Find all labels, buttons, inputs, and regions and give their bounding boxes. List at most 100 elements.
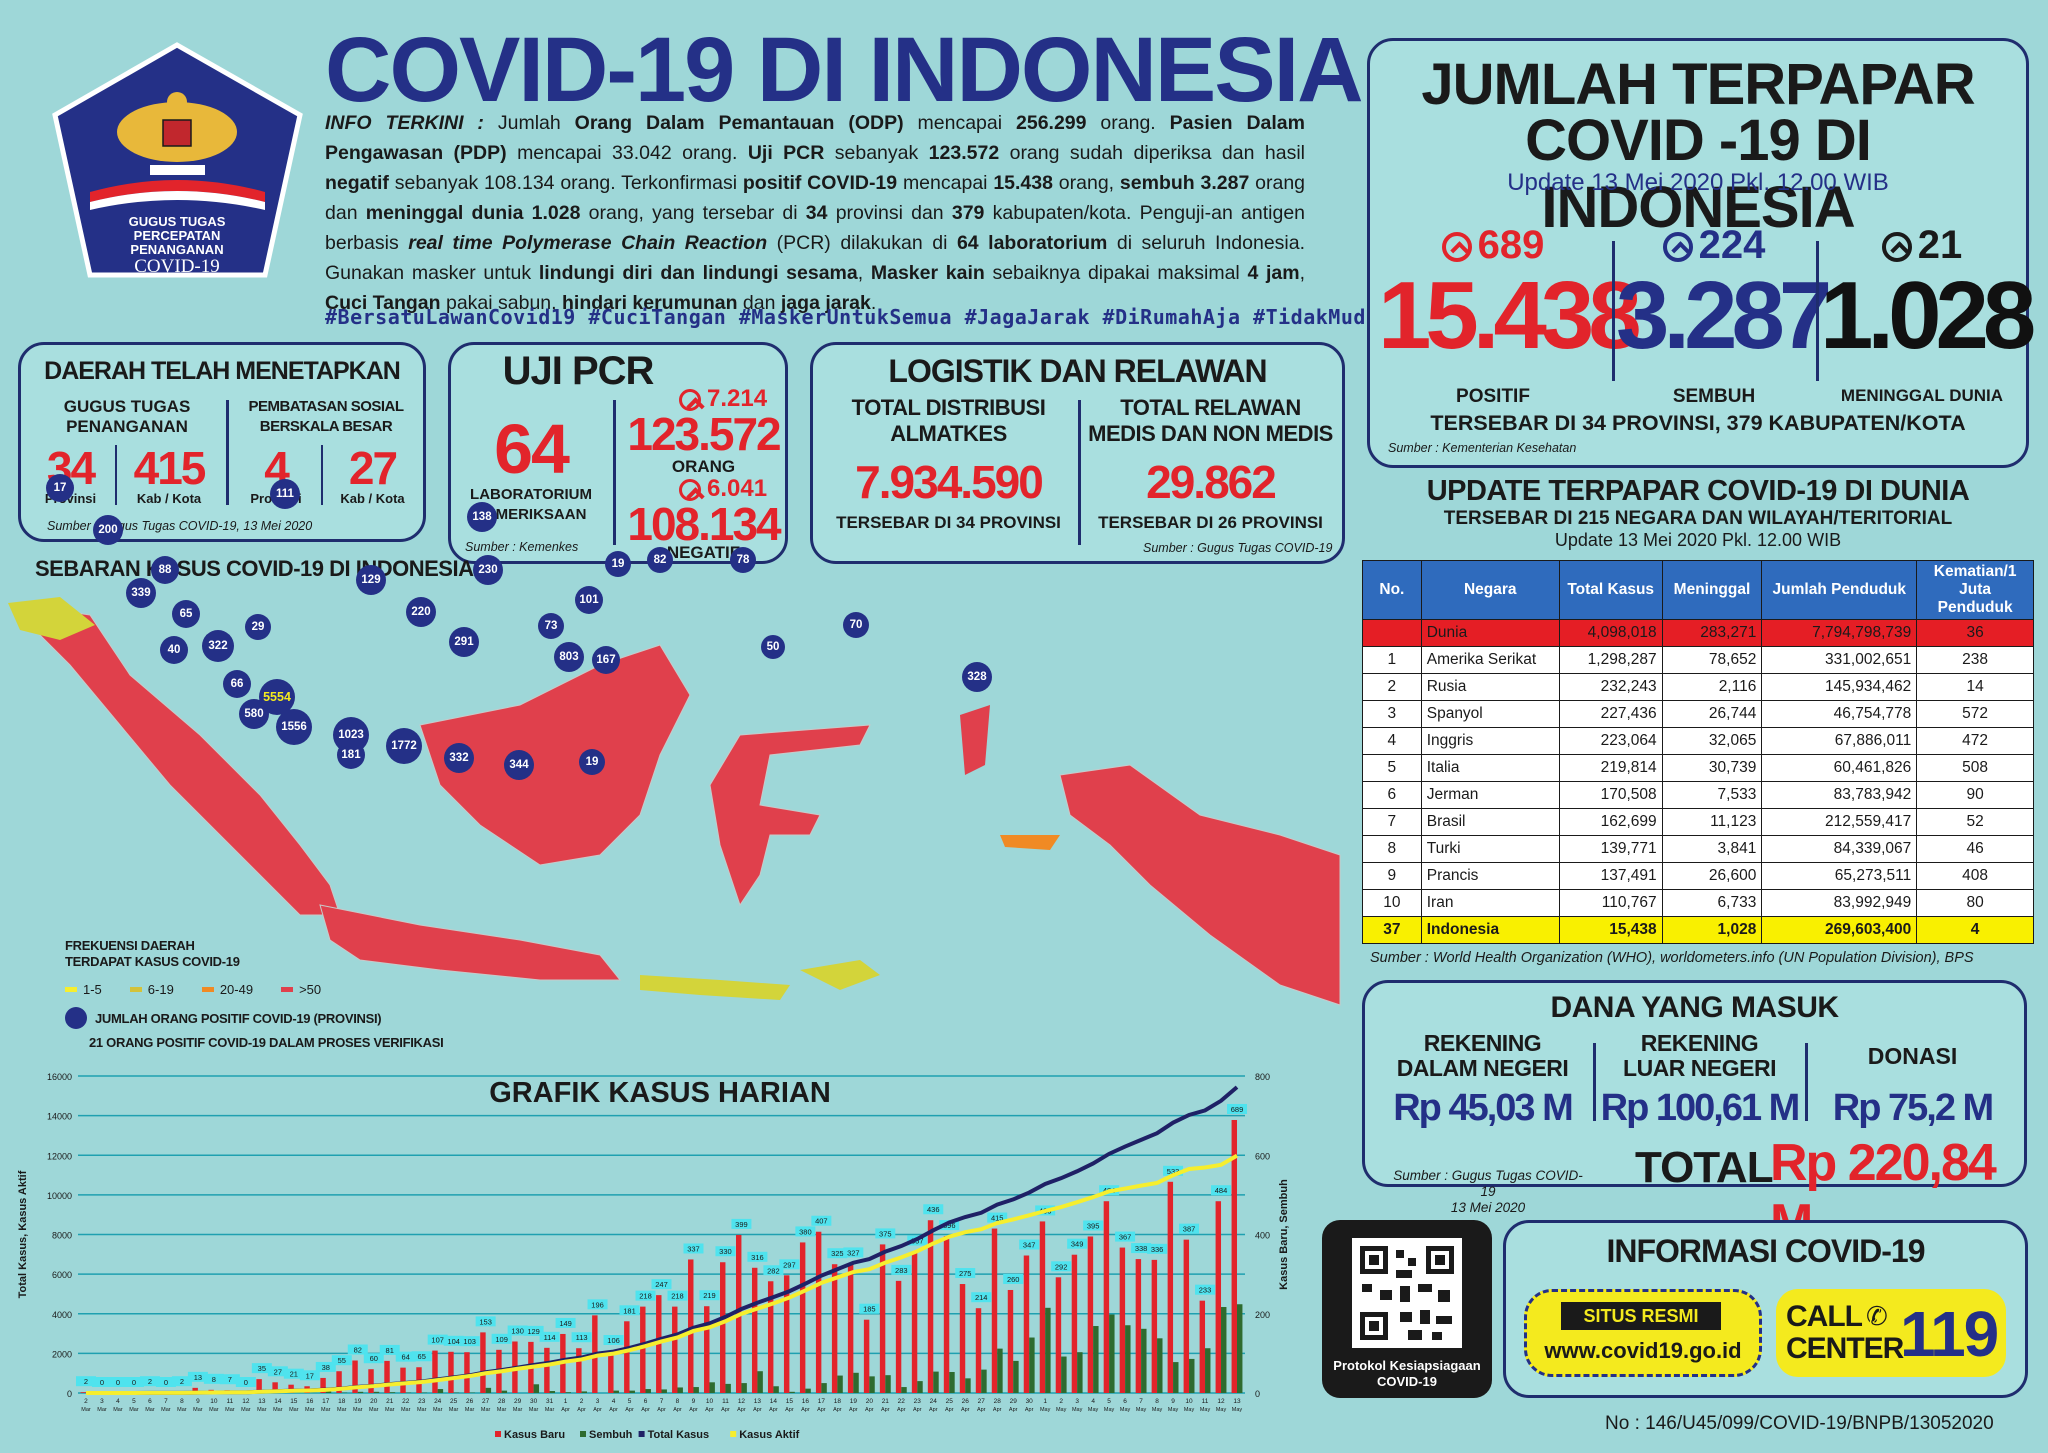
c1-head-2: DALAM NEGERI	[1375, 1056, 1590, 1081]
bar-sembuh	[1237, 1304, 1242, 1393]
bar-kasus-baru	[1168, 1182, 1173, 1393]
x-tick-label: 10	[210, 1398, 218, 1405]
bar-kasus-baru	[752, 1268, 757, 1393]
x-tick-label: 27	[482, 1398, 490, 1405]
c2-head-2: LUAR NEGERI	[1597, 1056, 1802, 1081]
table-cell: Inggris	[1421, 728, 1559, 755]
stat-sembuh: 224 3.287 SEMBUH	[1616, 223, 1812, 408]
table-cell: 30,739	[1662, 755, 1762, 782]
data-label: 0	[132, 1378, 136, 1387]
sembuh-delta: 224	[1699, 223, 1766, 267]
logistik-source: Sumber : Gugus Tugas COVID-19	[1143, 541, 1332, 555]
bar-sembuh	[390, 1392, 395, 1393]
table-cell: 7,533	[1662, 782, 1762, 809]
table-cell: 14	[1917, 674, 2034, 701]
world-subtitle: TERSEBAR DI 215 NEGARA DAN WILAYAH/TERIT…	[1367, 508, 2029, 530]
data-label: 149	[559, 1319, 572, 1328]
info-segment: Orang Dalam Pemantauan (ODP)	[575, 112, 904, 134]
province-bubble: 339	[126, 578, 156, 608]
bar-kasus-baru	[1040, 1221, 1045, 1393]
x-tick-label: 1	[1043, 1398, 1047, 1405]
logistik-panel: LOGISTIK DAN RELAWAN TOTAL DISTRIBUSI AL…	[810, 342, 1345, 564]
legend-swatch	[202, 987, 214, 992]
bar-sembuh	[502, 1391, 507, 1393]
x-tick-label: 15	[290, 1398, 298, 1405]
bar-sembuh	[1093, 1326, 1098, 1393]
x-tick-label: 29	[1010, 1398, 1018, 1405]
x-tick-label-month: Apr	[993, 1407, 1002, 1413]
qr-code-block[interactable]: Protokol Kesiapsiagaan COVID-19	[1322, 1220, 1492, 1398]
x-tick-label-month: Apr	[721, 1407, 730, 1413]
daerah-title: DAERAH TELAH MENETAPKAN	[21, 357, 423, 386]
pcr-orang: 123.572	[621, 407, 786, 461]
bar-kasus-baru	[1136, 1259, 1141, 1393]
daerah-source: Sumber : Gugus Tugas COVID-19, 13 Mei 20…	[47, 519, 312, 533]
province-bubble: 78	[730, 547, 756, 573]
bar-sembuh	[1061, 1357, 1066, 1393]
dana-c2-value: Rp 100,61 M	[1597, 1087, 1802, 1130]
info-segment: orang,	[1053, 172, 1120, 194]
call-center-block[interactable]: CALL CENTER ✆ 119	[1776, 1289, 2006, 1377]
x-tick-label-month: Mar	[177, 1407, 187, 1413]
x-tick-label: 25	[946, 1398, 954, 1405]
province-bubble: 129	[356, 565, 386, 595]
legend-swatch	[130, 987, 142, 992]
data-label: 8	[212, 1375, 216, 1384]
x-tick-label: 8	[180, 1398, 184, 1405]
chart-legend-label: Sembuh	[589, 1429, 633, 1441]
x-tick-label-month: Apr	[881, 1407, 890, 1413]
x-tick-label: 17	[322, 1398, 330, 1405]
gugus-head-1: GUGUS TUGAS	[27, 397, 227, 417]
logo-line-1: GUGUS TUGAS	[129, 214, 226, 229]
logistik-right-head: TOTAL RELAWAN MEDIS DAN NON MEDIS	[1083, 395, 1338, 447]
x-tick-label: 9	[692, 1398, 696, 1405]
table-cell: 2	[1363, 674, 1422, 701]
table-cell: 83,992,949	[1762, 890, 1917, 917]
bar-kasus-baru	[832, 1264, 837, 1393]
bar-sembuh	[869, 1376, 874, 1393]
bar-kasus-baru	[960, 1284, 965, 1393]
situs-resmi-link[interactable]: SITUS RESMI www.covid19.go.id	[1524, 1289, 1762, 1377]
logistik-left-foot: TERSEBAR DI 34 PROVINSI	[821, 513, 1076, 533]
province-bubble: 40	[160, 636, 188, 664]
pcr-negatif-label: NEGATIF	[621, 543, 786, 563]
x-tick-label-month: May	[1104, 1407, 1115, 1413]
province-bubble: 70	[843, 612, 869, 638]
qr-caption-2: COVID-19	[1322, 1374, 1492, 1390]
table-cell: 4,098,018	[1559, 620, 1662, 647]
divider	[226, 400, 229, 505]
bar-sembuh	[534, 1384, 539, 1393]
info-terkini-paragraph: INFO TERKINI : Jumlah Orang Dalam Pemant…	[325, 108, 1305, 318]
x-tick-label: 16	[802, 1398, 810, 1405]
island-papua	[1060, 765, 1340, 1005]
labs-label-1: LABORATORIUM	[451, 485, 611, 505]
positif-label: POSITIF	[1378, 386, 1608, 408]
x-tick-label-month: Apr	[689, 1407, 698, 1413]
daerah-stat-4: 27 Kab / Kota	[325, 445, 420, 506]
data-label: 82	[354, 1346, 362, 1355]
bar-kasus-baru	[1088, 1236, 1093, 1393]
data-label: 114	[544, 1333, 556, 1342]
y-tick-label: 16000	[47, 1072, 72, 1082]
table-cell: 4	[1363, 728, 1422, 755]
info-segment: orang.	[1087, 112, 1170, 134]
x-tick-label: 5	[132, 1398, 136, 1405]
phone-icon: ✆	[1866, 1301, 1888, 1332]
x-tick-label: 14	[770, 1398, 778, 1405]
x-tick-label: 28	[498, 1398, 506, 1405]
jumlah-terpapar-panel: JUMLAH TERPAPAR COVID -19 DI INDONESIA U…	[1367, 38, 2029, 468]
x-tick-label: 18	[834, 1398, 842, 1405]
x-tick-label: 21	[386, 1398, 394, 1405]
x-tick-label: 3	[100, 1398, 104, 1405]
bar-sembuh	[1029, 1338, 1034, 1393]
x-tick-label-month: May	[1216, 1407, 1227, 1413]
bar-sembuh	[630, 1391, 635, 1393]
info-segment: mencapai 33.042 orang.	[507, 142, 748, 164]
bar-sembuh	[757, 1371, 762, 1393]
x-tick-label: 2	[84, 1398, 88, 1405]
data-label: 275	[959, 1269, 972, 1278]
data-label: 2	[84, 1377, 88, 1386]
